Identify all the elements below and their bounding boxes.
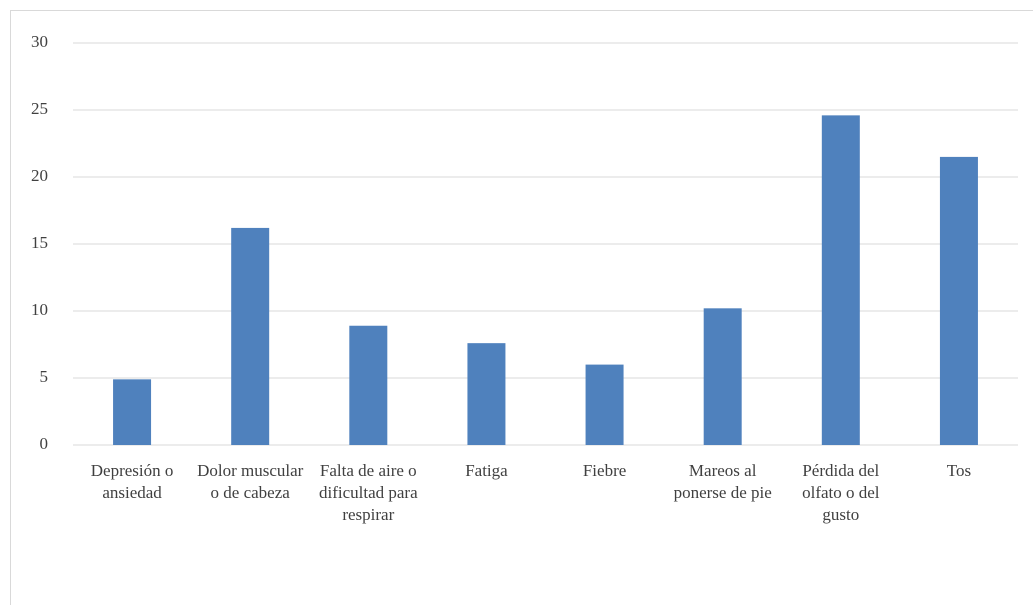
y-tick-label: 10 [31,300,48,319]
y-tick-label: 5 [40,367,49,386]
bar [349,325,388,445]
chart-border [10,10,1033,605]
x-tick-label: Fatiga [465,461,508,480]
x-tick-label: Tos [946,461,972,480]
y-tick-label: 0 [40,434,49,453]
y-tick-label: 30 [31,32,48,51]
bar [939,156,978,445]
x-tick-label: Fiebre [582,461,627,480]
x-tick-label: Falta de aire o dificultad para respirar [318,461,418,524]
y-tick-label: 20 [31,166,48,185]
x-tick-label: Mareos al ponerse de pie [673,461,772,502]
y-tick-label: 15 [31,233,48,252]
x-tick-label: Pérdida del olfato o del gusto [802,461,880,524]
bar [467,343,506,445]
bar [703,308,742,445]
y-tick-label: 25 [31,99,48,118]
x-tick-label: Depresión o ansiedad [90,461,174,502]
bar [231,227,270,445]
bar [821,115,860,446]
bar [113,379,152,445]
bar [585,364,624,445]
x-tick-label: Dolor muscular o de cabeza [197,461,304,502]
